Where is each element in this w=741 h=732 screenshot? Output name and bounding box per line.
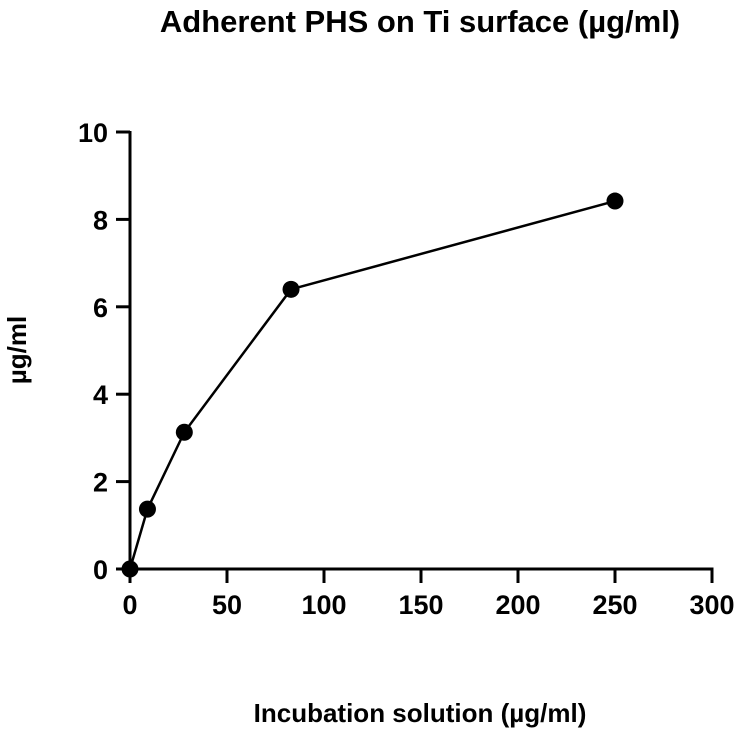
data-point <box>121 560 139 578</box>
x-tick-label: 250 <box>592 590 637 620</box>
x-tick-label: 300 <box>689 590 734 620</box>
data-point <box>282 280 300 298</box>
data-point <box>138 500 156 518</box>
y-tick-label: 4 <box>93 380 108 410</box>
y-tick-label: 8 <box>93 205 108 235</box>
data-point <box>606 192 624 210</box>
series-line <box>128 199 616 570</box>
y-tick-label: 10 <box>78 118 108 148</box>
x-tick-label: 0 <box>122 590 137 620</box>
chart-title: Adherent PHS on Ti surface (µg/ml) <box>160 4 680 39</box>
x-tick-label: 150 <box>398 590 443 620</box>
axes <box>128 131 714 571</box>
x-tick-label: 50 <box>212 590 242 620</box>
y-tick-label: 6 <box>93 293 108 323</box>
x-tick-label: 100 <box>301 590 346 620</box>
x-axis-label: Incubation solution (µg/ml) <box>254 698 587 728</box>
y-axis-label: µg/ml <box>2 316 32 384</box>
y-tick-label: 2 <box>93 468 108 498</box>
series <box>121 192 624 578</box>
x-tick-label: 200 <box>495 590 540 620</box>
data-point <box>175 423 193 441</box>
y-tick-label: 0 <box>93 555 108 585</box>
